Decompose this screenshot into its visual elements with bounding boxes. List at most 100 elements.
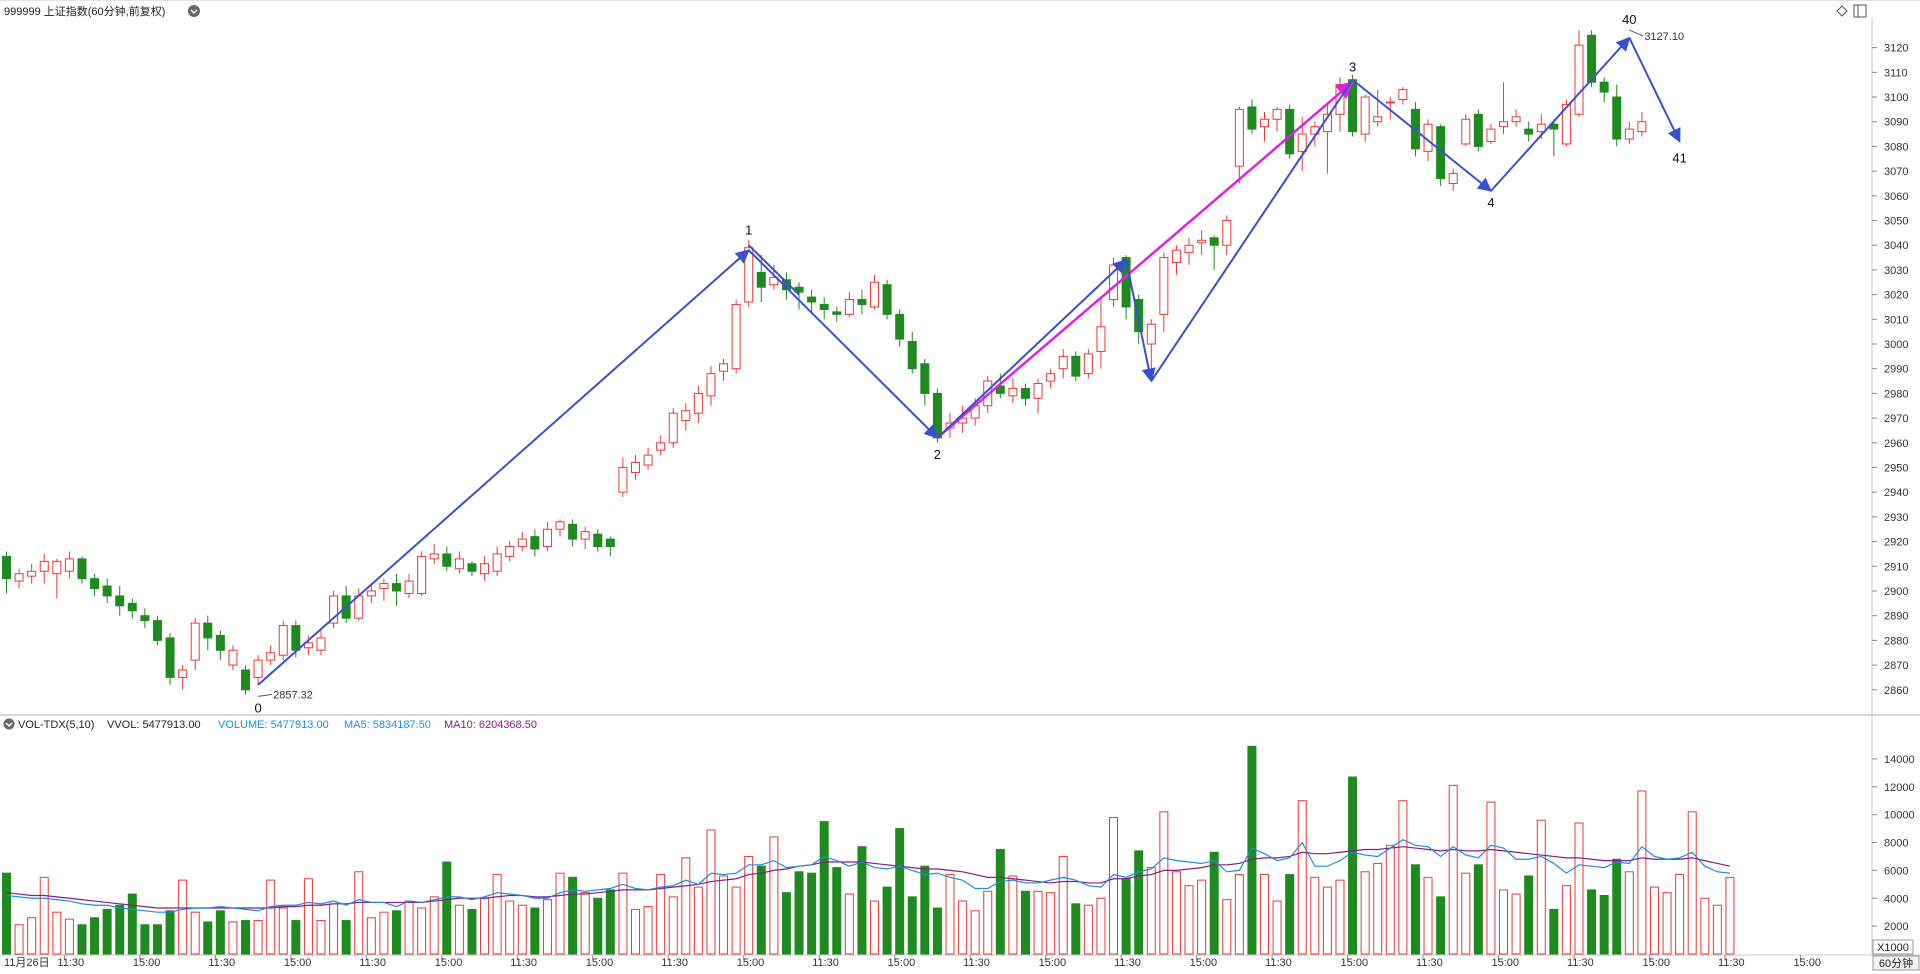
candle-body	[756, 271, 766, 288]
volume-bar-up	[1499, 889, 1509, 955]
price-y-tick-label: 3070	[1884, 166, 1908, 178]
candle-down	[819, 297, 829, 320]
candle-up	[253, 655, 263, 685]
chevron-down-circle-icon[interactable]	[188, 5, 200, 17]
wave-point-label: 4	[1487, 195, 1494, 210]
candle-body	[844, 299, 854, 315]
volume-bar-up	[1197, 879, 1207, 955]
candle-down	[391, 573, 401, 606]
candle-up	[329, 590, 339, 629]
ma10-value: MA10: 6204368.50	[444, 719, 537, 731]
candle-body	[656, 442, 666, 451]
candle-body	[769, 276, 779, 286]
x-tick-label: 15:00	[133, 957, 161, 969]
volume-bar-up	[1385, 844, 1395, 955]
candle-down	[568, 519, 578, 547]
candle-body	[882, 284, 892, 315]
volume-bar-down	[1134, 850, 1144, 955]
price-y-tick-label: 3100	[1884, 92, 1908, 104]
candle-down	[1524, 121, 1534, 142]
price-y-tick-label: 2970	[1884, 413, 1908, 425]
candle-body	[1096, 326, 1106, 352]
volume-header: VOL-TDX(5,10) VVOL: 5477913.00 VOLUME: 5…	[3, 718, 537, 731]
candle-body	[203, 622, 213, 639]
candle-body	[1083, 353, 1093, 375]
period-button[interactable]: 60分钟	[1872, 955, 1920, 971]
candle-body	[1146, 323, 1156, 345]
wave-annotations: 0 1 2 3 4 40 41	[254, 12, 1686, 715]
candle-body	[618, 466, 628, 493]
volume-bar-down	[1209, 851, 1219, 955]
window-icon[interactable]	[1853, 4, 1867, 18]
volume-bar-down	[756, 865, 766, 955]
candle-up	[731, 299, 741, 374]
candle-up	[366, 586, 376, 604]
volume-bar-up	[1260, 874, 1269, 955]
volume-bar-up	[1561, 885, 1571, 955]
candle-up	[1184, 237, 1194, 265]
price-y-tick-label: 2870	[1884, 660, 1908, 672]
candle-up	[631, 455, 640, 480]
volume-bar-up	[542, 899, 552, 955]
candle-up	[542, 521, 552, 552]
volume-bar-up	[681, 857, 691, 955]
wave-line	[1628, 37, 1681, 143]
volume-bar-down	[203, 921, 213, 955]
price-y-tick-label: 3030	[1884, 265, 1908, 277]
candle-body	[14, 573, 24, 582]
candle-body	[1511, 116, 1521, 123]
candle-body	[807, 296, 817, 303]
volume-bar-up	[1574, 822, 1584, 955]
chart-header: 999999 上证指数(60分钟,前复权)	[4, 4, 1867, 18]
x-axis: 11月26日 11:30 15:00 11:30 15:00 11:30 15:00 11:3…	[4, 955, 1821, 969]
candle-up	[454, 551, 464, 574]
volume-bar-down	[832, 867, 842, 955]
candle-body	[995, 385, 1005, 394]
volume-bar-up	[190, 911, 200, 955]
candle-body	[605, 538, 615, 548]
volume-y-tick-label: 6000	[1884, 865, 1908, 877]
volume-bar-down	[781, 892, 791, 955]
candle-body	[1046, 373, 1056, 382]
candle-up	[27, 563, 37, 584]
x-tick-label: 15:00	[1341, 957, 1369, 969]
chart-plot: 2860 2870 2880 2890 2900 2910 2920 2930 2940 2950…	[2, 12, 1915, 969]
volume-bar-up	[1033, 890, 1043, 955]
candle-body	[480, 563, 490, 575]
candle-body	[1272, 108, 1282, 120]
candle-body	[1587, 34, 1597, 83]
candle-body	[1260, 118, 1269, 128]
candle-up	[14, 568, 24, 589]
volume-bar-up	[731, 886, 741, 955]
volume-menu-icon[interactable]	[3, 718, 15, 730]
volume-bar-up	[1272, 900, 1282, 955]
volume-bar-up	[278, 907, 288, 955]
candle-body	[505, 546, 515, 557]
diamond-icon[interactable]	[1836, 5, 1848, 17]
price-label: 2857.32	[273, 689, 313, 701]
candle-down	[1020, 383, 1030, 406]
price-y-tick-label: 2990	[1884, 364, 1908, 376]
candle-body	[1297, 133, 1307, 152]
price-y-tick-label: 2880	[1884, 635, 1908, 647]
candle-up	[178, 665, 188, 690]
volume-bar-down	[102, 908, 112, 955]
price-y-tick-label: 2940	[1884, 487, 1908, 499]
candle-up	[379, 578, 389, 601]
price-y-tick-label: 3060	[1884, 191, 1908, 203]
price-y-tick-label: 3000	[1884, 339, 1908, 351]
candle-up	[681, 403, 691, 431]
wave-line	[1125, 259, 1156, 383]
volume-bar-up	[1310, 876, 1320, 955]
candle-down	[895, 309, 905, 347]
x-tick-label: 15:00	[1793, 957, 1821, 969]
candle-body	[1285, 108, 1295, 155]
candle-down	[1473, 109, 1483, 152]
candle-up	[1046, 368, 1056, 389]
volume-bar-down	[794, 871, 804, 955]
candle-body	[1134, 299, 1144, 333]
volume-bar-up	[1448, 784, 1458, 955]
candle-down	[1134, 294, 1144, 345]
candle-down	[882, 279, 892, 320]
